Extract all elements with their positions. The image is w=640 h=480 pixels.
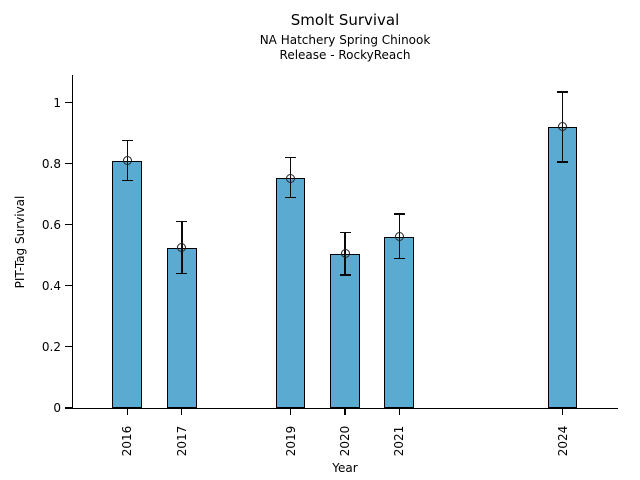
error-bar-cap-bottom-2021 xyxy=(393,257,405,260)
x-axis-label: Year xyxy=(332,461,358,475)
y-tick xyxy=(65,285,72,287)
bar-2017 xyxy=(166,247,197,408)
error-bar-cap-bottom-2017 xyxy=(176,272,188,275)
plot-area: 0 0.2 0.4 0.6 0.8 1 2016 2017 2019 2020 2021 2024 xyxy=(42,75,618,456)
error-bar-cap-bottom-2019 xyxy=(285,196,297,198)
y-tick xyxy=(65,101,72,104)
chart-header: Smolt Survival NA Hatchery Spring Chinoo… xyxy=(73,11,617,63)
x-tick-label: 2021 xyxy=(392,425,407,457)
data-point-marker-2021 xyxy=(394,232,404,242)
data-point-marker-2016 xyxy=(122,156,132,165)
data-point-marker-2020 xyxy=(340,249,350,259)
error-bar-cap-bottom-2016 xyxy=(121,179,133,182)
bar-2020 xyxy=(330,253,360,408)
x-tick xyxy=(181,408,183,415)
x-tick-label: 2016 xyxy=(120,425,135,457)
x-tick-label: 2019 xyxy=(283,425,298,457)
x-tick xyxy=(290,408,292,415)
x-tick-label: 2020 xyxy=(338,425,352,457)
chart-subtitle-line2: Release - RockyReach xyxy=(279,47,411,62)
data-point-marker-2019 xyxy=(286,173,296,183)
data-point-marker-2017 xyxy=(177,243,187,253)
y-tick-label: 0.4 xyxy=(41,278,61,293)
x-tick-label: 2024 xyxy=(555,425,570,457)
y-tick xyxy=(65,224,72,226)
data-point-marker-2024 xyxy=(558,122,568,132)
y-tick xyxy=(65,407,72,409)
bar-2016 xyxy=(112,160,143,408)
chart-title: Smolt Survival xyxy=(290,11,400,29)
error-bar-cap-top-2019 xyxy=(285,156,297,159)
y-tick xyxy=(65,346,72,348)
bar-2019 xyxy=(275,178,306,408)
x-tick xyxy=(398,408,400,415)
x-tick xyxy=(344,408,346,415)
error-bar-cap-top-2017 xyxy=(176,220,188,223)
y-tick-label: 0 xyxy=(53,401,61,415)
bar-2024 xyxy=(547,126,578,408)
error-bar-cap-top-2020 xyxy=(339,231,351,234)
error-bar-cap-bottom-2020 xyxy=(339,274,351,276)
y-axis-spine xyxy=(72,75,74,409)
bar-2021 xyxy=(384,236,415,408)
y-tick xyxy=(65,163,72,165)
y-tick-label: 0.2 xyxy=(41,339,61,354)
error-bar-cap-bottom-2024 xyxy=(557,161,569,163)
error-bar-cap-top-2021 xyxy=(393,213,405,215)
chart-subtitle-line1: NA Hatchery Spring Chinook xyxy=(259,32,431,47)
x-tick-label: 2017 xyxy=(174,425,189,457)
error-bar-cap-top-2024 xyxy=(557,91,569,93)
y-axis-label: PIT-Tag Survival xyxy=(13,195,27,289)
y-tick-label: 1 xyxy=(53,95,61,110)
error-bar-cap-top-2016 xyxy=(121,139,133,142)
x-tick xyxy=(562,408,564,415)
y-tick-label: 0.6 xyxy=(41,217,61,232)
y-tick-label: 0.8 xyxy=(41,156,61,171)
x-tick xyxy=(126,408,128,415)
